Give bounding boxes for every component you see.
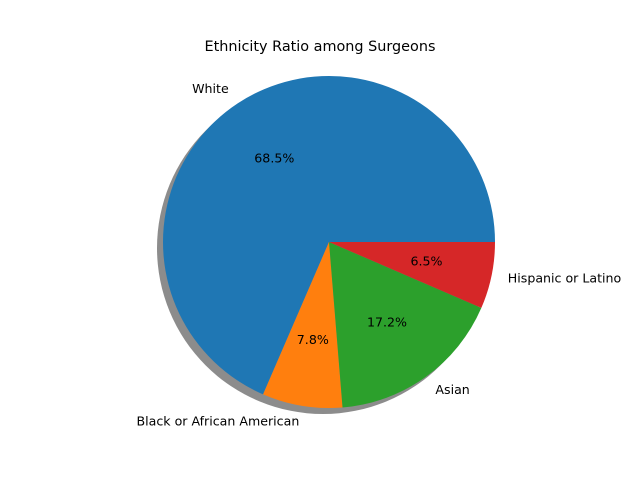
- slice-label-asian: Asian: [435, 382, 469, 397]
- pie-slice-black-or-african-american: [263, 242, 343, 408]
- pie-slice-hispanic-or-latino: [329, 242, 495, 308]
- slice-label-hispanic-or-latino: Hispanic or Latino: [508, 271, 622, 286]
- pie-slice-asian: [329, 242, 482, 408]
- slice-percent-black-or-african-american: 7.8%: [297, 332, 329, 347]
- pie-slices: [163, 75, 496, 408]
- slice-label-white: White: [192, 81, 229, 96]
- pie-labels: White 68.5% Black or African American 7.8% A…: [137, 81, 622, 429]
- slice-percent-white: 68.5%: [254, 150, 294, 165]
- chart-title: Ethnicity Ratio among Surgeons: [205, 39, 436, 55]
- slice-percent-hispanic-or-latino: 6.5%: [411, 254, 443, 269]
- slice-label-black-or-african-american: Black or African American: [137, 414, 300, 429]
- pie-slice-white: [163, 75, 496, 395]
- slice-percent-asian: 17.2%: [367, 314, 407, 329]
